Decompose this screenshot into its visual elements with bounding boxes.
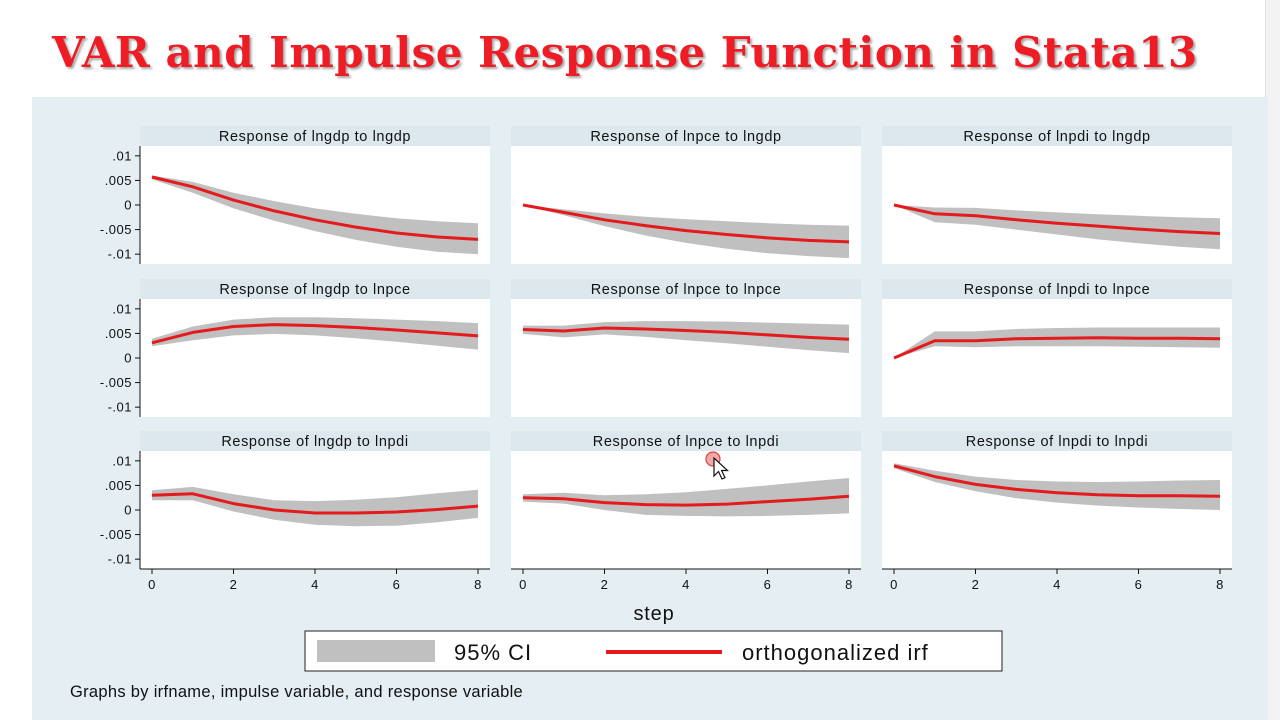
x-tick-label: 0 bbox=[890, 577, 898, 592]
panel-header bbox=[511, 279, 861, 299]
plot-area bbox=[140, 299, 490, 417]
panel-6: Response of lnpdi to lnpce bbox=[882, 279, 1232, 417]
irf-line bbox=[522, 326, 850, 341]
panel-1: Response of lngdp to lngdp .01 .005 0 -.005 -… bbox=[100, 126, 490, 264]
panel-title: Response of lnpce to lnpdi bbox=[593, 434, 780, 450]
panel-header bbox=[882, 431, 1232, 451]
panel-4: Response of lngdp to lnpce .01 .005 0 -.005 -… bbox=[100, 279, 490, 417]
ci-band bbox=[894, 463, 1220, 510]
y-tick-label: .01 bbox=[112, 301, 132, 316]
panel-9: Response of lnpdi to lnpdi 0 2 4 6 8 bbox=[882, 431, 1232, 592]
panel-title: Response of lnpce to lnpce bbox=[591, 282, 782, 298]
panel-8: Response of lnpce to lnpdi 0 2 4 6 8 bbox=[511, 431, 861, 592]
y-tick-label: .005 bbox=[105, 173, 132, 188]
ci-band bbox=[894, 327, 1220, 358]
y-tick-label: .01 bbox=[112, 453, 132, 468]
slide-title: VAR and Impulse Response Function in Sta… bbox=[52, 28, 1198, 77]
mouse-cursor-icon bbox=[705, 451, 730, 480]
x-tick-label: 0 bbox=[519, 577, 527, 592]
panel-5: Response of lnpce to lnpce bbox=[511, 279, 861, 417]
panel-title: Response of lnpdi to lngdp bbox=[963, 129, 1150, 145]
x-tick-label: 2 bbox=[972, 577, 980, 592]
panel-header bbox=[882, 279, 1232, 299]
legend: 95% CI orthogonalized irf bbox=[304, 630, 1003, 672]
y-tick-label: -.01 bbox=[108, 400, 132, 415]
x-tick-label: 4 bbox=[311, 577, 319, 592]
irf-line bbox=[151, 175, 479, 241]
plot-area bbox=[882, 451, 1232, 569]
panel-title: Response of lnpdi to lnpdi bbox=[966, 434, 1148, 450]
x-tick-label: 8 bbox=[474, 577, 482, 592]
x-axis-label: step bbox=[633, 603, 674, 625]
legend-ci-label: 95% CI bbox=[454, 640, 532, 665]
y-tick-label: -.01 bbox=[108, 552, 132, 567]
panel-title: Response of lnpce to lngdp bbox=[590, 129, 781, 145]
panel-header bbox=[511, 431, 861, 451]
irf-line bbox=[522, 203, 850, 244]
panel-title: Response of lngdp to lngdp bbox=[219, 129, 411, 145]
panel-title: Response of lngdp to lnpce bbox=[219, 282, 410, 298]
y-tick-label: 0 bbox=[124, 351, 132, 366]
y-tick-label: -.005 bbox=[100, 375, 132, 390]
y-tick-label: 0 bbox=[124, 198, 132, 213]
irf-panels: Response of lngdp to lngdp .01 .005 0 -.005 -… bbox=[100, 126, 1232, 592]
panel-header bbox=[140, 431, 490, 451]
x-tick-label: 8 bbox=[845, 577, 853, 592]
panel-3: Response of lnpdi to lngdp bbox=[882, 126, 1232, 264]
plot-area bbox=[511, 299, 861, 417]
x-tick-label: 8 bbox=[1216, 577, 1224, 592]
x-tick-label: 4 bbox=[1053, 577, 1061, 592]
x-tick-label: 0 bbox=[148, 577, 156, 592]
panel-2: Response of lnpce to lngdp bbox=[511, 126, 861, 264]
x-tick-label: 6 bbox=[1135, 577, 1143, 592]
y-tick-label: -.01 bbox=[108, 247, 132, 262]
x-tick-label: 6 bbox=[393, 577, 401, 592]
irf-line bbox=[893, 464, 1221, 498]
ci-band bbox=[152, 486, 478, 527]
panel-title: Response of lngdp to lnpdi bbox=[221, 434, 408, 450]
irf-line bbox=[893, 203, 1221, 235]
panel-title: Response of lnpdi to lnpce bbox=[964, 282, 1151, 298]
x-axis-title-group: step bbox=[633, 603, 674, 625]
irf-line bbox=[522, 494, 850, 507]
plot-area bbox=[882, 299, 1232, 417]
irf-line bbox=[893, 336, 1221, 360]
y-tick-label: .01 bbox=[112, 148, 132, 163]
y-tick-label: .005 bbox=[105, 478, 132, 493]
y-tick-label: .005 bbox=[105, 326, 132, 341]
ci-band bbox=[523, 478, 849, 517]
irf-line bbox=[151, 492, 479, 515]
irf-line bbox=[151, 323, 479, 345]
panel-header bbox=[140, 279, 490, 299]
panel-7: Response of lngdp to lnpdi .01 .005 0 -.005 -… bbox=[100, 431, 490, 592]
y-tick-label: -.005 bbox=[100, 527, 132, 542]
x-tick-label: 2 bbox=[230, 577, 238, 592]
y-tick-label: -.005 bbox=[100, 222, 132, 237]
graph-note: Graphs by irfname, impulse variable, and… bbox=[70, 683, 523, 701]
ci-band bbox=[152, 175, 478, 255]
legend-irf-label: orthogonalized irf bbox=[742, 640, 929, 665]
panel-header bbox=[511, 126, 861, 146]
panel-header bbox=[882, 126, 1232, 146]
y-tick-label: 0 bbox=[124, 503, 132, 518]
x-tick-label: 6 bbox=[764, 577, 772, 592]
legend-ci-swatch bbox=[317, 640, 435, 662]
panel-header bbox=[140, 126, 490, 146]
x-tick-label: 2 bbox=[601, 577, 609, 592]
x-tick-label: 4 bbox=[682, 577, 690, 592]
